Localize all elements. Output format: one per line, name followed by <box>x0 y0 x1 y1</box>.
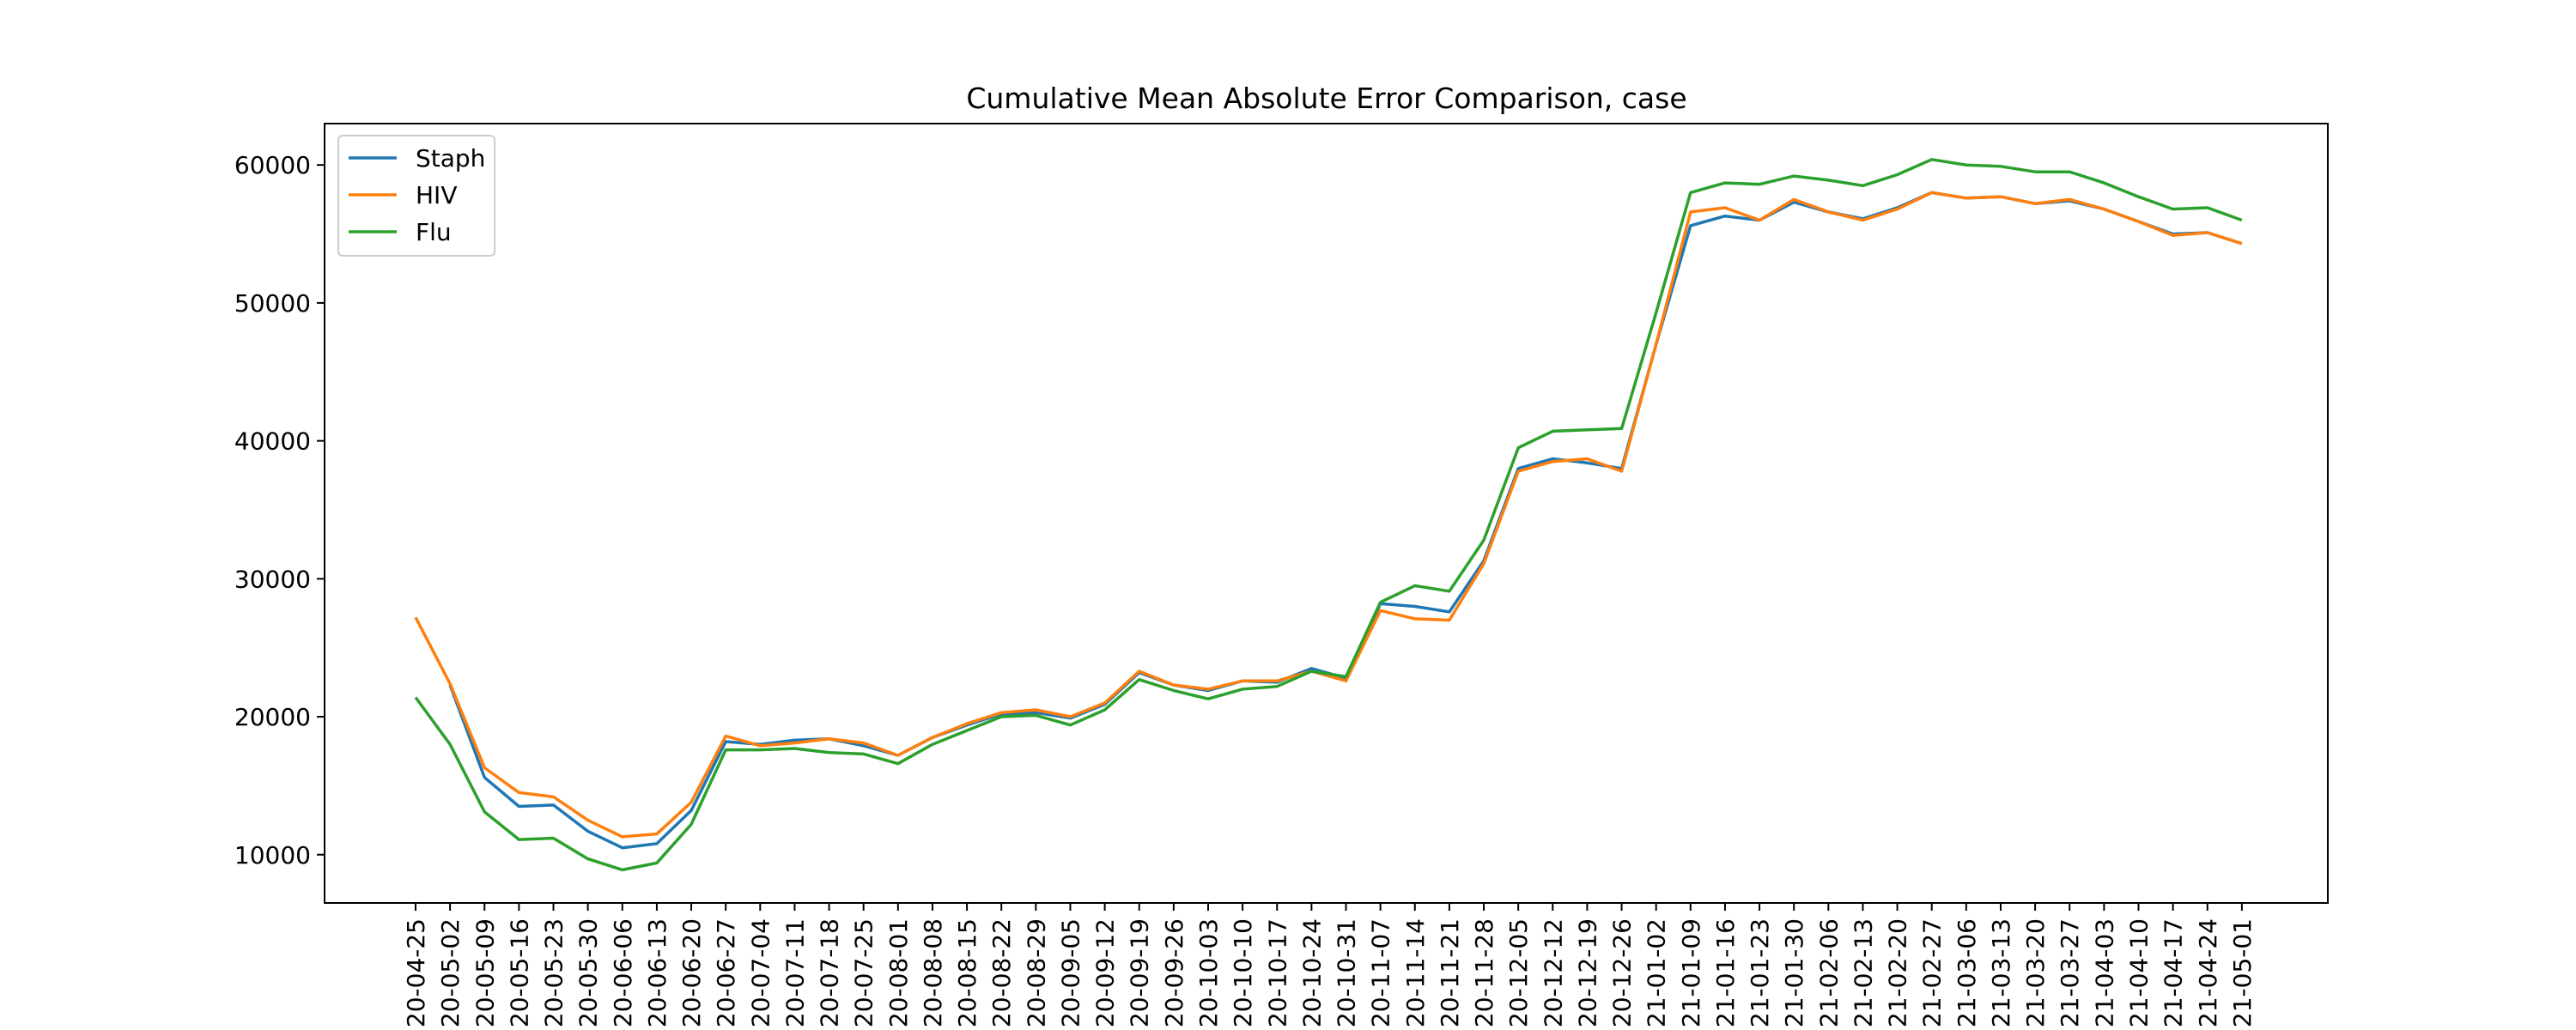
x-tick-label: 20-12-26 <box>1608 918 1637 1027</box>
x-tick-label: 20-07-04 <box>746 918 775 1027</box>
x-tick-label: 20-05-09 <box>471 918 499 1027</box>
legend: Staph HIV Flu <box>337 135 495 257</box>
x-tick-label: 20-10-31 <box>1333 918 1361 1027</box>
x-tick-label: 20-04-25 <box>402 918 430 1027</box>
x-tick-label: 20-07-25 <box>850 918 878 1027</box>
x-tick-label: 20-10-24 <box>1297 918 1326 1027</box>
x-tick-label: 20-07-11 <box>781 918 809 1027</box>
x-tick-label: 21-04-24 <box>2194 918 2222 1027</box>
x-tick-label: 20-08-15 <box>953 918 981 1027</box>
x-tick-label: 20-11-21 <box>1436 918 1464 1027</box>
y-tick-label: 10000 <box>234 841 311 869</box>
x-tick-label: 20-09-05 <box>1056 918 1084 1027</box>
x-tick-label: 20-12-19 <box>1573 918 1601 1027</box>
x-tick-label: 20-06-06 <box>609 918 637 1027</box>
legend-label-hiv: HIV <box>416 181 457 209</box>
x-tick-label: 21-01-23 <box>1746 918 1774 1027</box>
legend-label-staph: Staph <box>416 144 485 173</box>
y-tick-label: 40000 <box>234 427 311 456</box>
x-tick-label: 20-08-08 <box>919 918 947 1027</box>
x-tick-label: 21-05-01 <box>2228 918 2257 1027</box>
x-tick-label: 20-11-07 <box>1367 918 1395 1027</box>
x-tick-label: 20-09-12 <box>1091 918 1120 1027</box>
x-tick-label: 20-06-20 <box>677 918 706 1027</box>
plot-frame <box>324 123 2329 904</box>
x-tick-label: 20-08-22 <box>987 918 1016 1027</box>
x-tick-label: 21-01-16 <box>1711 918 1740 1027</box>
series-line-flu <box>414 158 2243 872</box>
x-tick-label: 20-08-01 <box>884 918 913 1027</box>
x-tick-label: 21-01-02 <box>1643 918 1671 1027</box>
x-tick-label: 21-02-06 <box>1814 918 1843 1027</box>
x-tick-label: 21-04-17 <box>2160 918 2188 1027</box>
x-tick-label: 21-02-20 <box>1884 918 1912 1027</box>
x-tick-label: 21-04-10 <box>2125 918 2154 1027</box>
legend-box <box>337 135 495 257</box>
x-tick-label: 20-05-02 <box>436 918 465 1027</box>
x-tick-label: 21-01-09 <box>1677 918 1705 1027</box>
x-tick-label: 20-12-12 <box>1539 918 1567 1027</box>
x-tick-label: 20-11-28 <box>1470 918 1498 1027</box>
x-tick-label: 21-03-13 <box>1987 918 2015 1027</box>
x-tick-label: 20-12-05 <box>1504 918 1533 1027</box>
x-tick-label: 21-03-06 <box>1953 918 1981 1027</box>
x-tick-label: 20-09-26 <box>1160 918 1188 1027</box>
x-tick-label: 20-05-16 <box>505 918 533 1027</box>
x-tick-label: 20-06-27 <box>712 918 740 1027</box>
x-tick-label: 21-04-03 <box>2090 918 2118 1027</box>
x-tick-label: 21-02-27 <box>1918 918 1947 1027</box>
x-tick-label: 21-02-13 <box>1849 918 1877 1027</box>
x-tick-label: 20-07-18 <box>816 918 844 1027</box>
x-tick-label: 21-03-20 <box>2021 918 2050 1027</box>
x-tick-label: 20-10-17 <box>1263 918 1291 1027</box>
series-line-hiv <box>414 191 2243 839</box>
x-tick-label: 20-08-29 <box>1022 918 1050 1027</box>
legend-label-flu: Flu <box>416 218 452 246</box>
x-tick-label: 20-06-13 <box>643 918 671 1027</box>
x-tick-label: 20-10-10 <box>1229 918 1257 1027</box>
chart-title: Cumulative Mean Absolute Error Compariso… <box>966 82 1686 115</box>
y-tick-label: 50000 <box>234 289 311 318</box>
x-tick-label: 20-05-30 <box>574 918 603 1027</box>
y-tick-label: 30000 <box>234 565 311 593</box>
x-tick-label: 20-10-03 <box>1194 918 1223 1027</box>
y-tick-label: 20000 <box>234 703 311 731</box>
x-tick-label: 21-01-30 <box>1780 918 1808 1027</box>
x-tick-label: 20-05-23 <box>540 918 568 1027</box>
x-tick-label: 21-03-27 <box>2056 918 2084 1027</box>
x-tick-label: 20-11-14 <box>1401 918 1430 1027</box>
y-tick-label: 60000 <box>234 151 311 179</box>
x-tick-label: 20-09-19 <box>1126 918 1154 1027</box>
